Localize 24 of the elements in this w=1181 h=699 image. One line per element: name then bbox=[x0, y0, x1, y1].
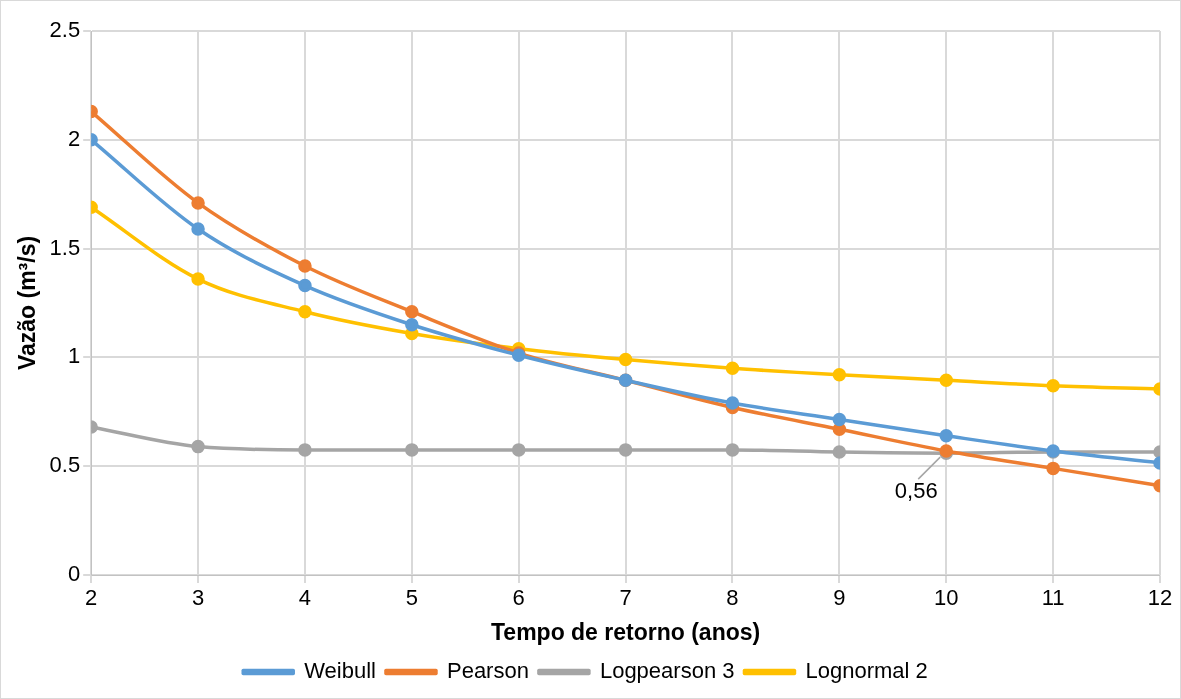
legend-label: Lognormal 2 bbox=[805, 658, 928, 684]
x-tick-label: 7 bbox=[619, 585, 632, 611]
legend-label: Pearson bbox=[446, 658, 529, 684]
y-tick-label: 2.5 bbox=[49, 17, 81, 43]
y-tick-label: 0.5 bbox=[49, 452, 81, 478]
y-tick-label: 1 bbox=[67, 343, 81, 369]
x-tick-label: 12 bbox=[1147, 585, 1173, 611]
x-tick-label: 8 bbox=[726, 585, 739, 611]
y-tick-label: 1.5 bbox=[49, 234, 81, 260]
legend-label: Weibull bbox=[304, 658, 376, 684]
x-tick-label: 6 bbox=[512, 585, 525, 611]
y-axis-title: Vazão (m³/s) bbox=[14, 235, 41, 371]
x-tick-label: 4 bbox=[298, 585, 312, 611]
x-tick-label: 9 bbox=[833, 585, 846, 611]
y-tick-label: 0 bbox=[67, 561, 81, 587]
annotation: 0,56 bbox=[894, 478, 938, 504]
x-tick-label: 11 bbox=[1041, 585, 1065, 611]
x-tick-label: 5 bbox=[405, 585, 418, 611]
x-axis-title: Tempo de retorno (anos) bbox=[490, 618, 761, 645]
x-tick-label: 10 bbox=[933, 585, 959, 611]
x-tick-label: 3 bbox=[191, 585, 205, 611]
legend-label: Logpearson 3 bbox=[599, 658, 735, 684]
x-tick-label: 2 bbox=[85, 585, 98, 611]
y-tick-label: 2 bbox=[67, 125, 81, 151]
